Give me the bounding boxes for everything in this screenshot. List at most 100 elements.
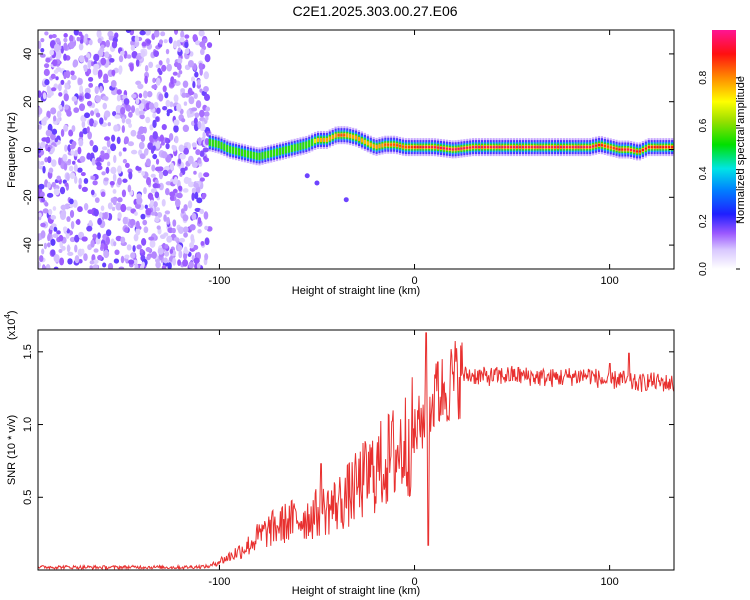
noise-speckle [94, 174, 99, 180]
y-tick-label: 20 [22, 96, 34, 108]
noise-speckle [112, 173, 117, 182]
spectrogram-x-label: Height of straight line (km) [292, 285, 420, 297]
noise-speckle [162, 105, 168, 111]
ridge-segment [621, 148, 624, 151]
noise-speckle [199, 48, 205, 56]
noise-speckle [144, 204, 148, 209]
noise-speckle [61, 209, 67, 217]
x-tick-label: -100 [208, 275, 230, 287]
noise-speckle [203, 157, 210, 163]
ridge-segment [296, 143, 299, 151]
ridge-segment [275, 148, 279, 156]
noise-speckle [97, 69, 103, 78]
noise-speckle [201, 121, 205, 130]
colorbar: 0.0 0.2 0.4 0.6 0.8 Normalized spectral ampl… [698, 30, 747, 276]
y-tick-label: 1.5 [22, 344, 34, 359]
noise-speckle [125, 30, 132, 34]
noise-speckle [77, 167, 83, 173]
noise-speckle [153, 101, 159, 109]
noise-speckle [150, 173, 156, 178]
y-tick-label: 0 [22, 146, 34, 152]
noise-speckle [77, 146, 82, 155]
noise-speckle [134, 263, 139, 269]
noise-speckle [109, 180, 115, 186]
noise-speckle [68, 165, 74, 172]
noise-speckle [38, 40, 42, 50]
noise-speckle [48, 34, 53, 39]
noise-speckle [96, 165, 103, 171]
noise-speckle [71, 125, 76, 133]
noise-speckle [176, 103, 182, 112]
ridge-segment [466, 146, 469, 149]
noise-speckle [187, 59, 195, 68]
noise-speckle [74, 175, 78, 184]
noise-speckle [112, 110, 117, 117]
noise-speckle [140, 134, 146, 142]
noise-speckle [40, 222, 46, 228]
ridge-segment [659, 146, 662, 149]
noise-speckle [166, 216, 170, 225]
ridge-segment [592, 145, 595, 148]
noise-speckle [100, 57, 107, 66]
noise-speckle [38, 233, 41, 242]
noise-speckle [173, 40, 178, 49]
noise-speckle [94, 85, 99, 95]
noise-speckle [70, 70, 75, 76]
noise-speckle [91, 157, 96, 166]
noise-speckle [176, 192, 183, 199]
noise-speckle [169, 195, 175, 202]
noise-speckle [63, 42, 68, 51]
noise-speckle [83, 35, 87, 44]
ridge-segment [357, 136, 361, 141]
ridge-segment [401, 145, 405, 148]
noise-speckle [43, 68, 50, 77]
colorbar-gradient [712, 30, 736, 269]
ridge-segment [267, 150, 270, 158]
ridge-segment [305, 141, 308, 149]
ridge-segment [553, 146, 557, 149]
y-tick-label: -20 [22, 189, 34, 205]
noise-speckle [124, 254, 130, 259]
noise-speckle [184, 41, 189, 49]
noise-speckle [188, 96, 195, 105]
noise-speckle [63, 53, 67, 61]
noise-speckle [66, 110, 72, 117]
noise-speckle [94, 197, 100, 203]
ridge-segment [302, 142, 305, 150]
noise-speckle [38, 90, 42, 98]
noise-speckle [70, 74, 77, 81]
ridge-segment [586, 146, 589, 149]
noise-speckle [169, 101, 174, 108]
spectrogram-y-label: Frequency (Hz) [6, 112, 18, 188]
noise-speckle [152, 182, 159, 189]
noise-speckle [179, 37, 185, 43]
noise-speckle [148, 102, 155, 110]
noise-speckle [47, 146, 51, 152]
spectrogram-stray-points [304, 173, 349, 203]
ridge-segment [252, 151, 255, 159]
noise-speckle [121, 116, 126, 124]
ridge-segment [577, 146, 580, 149]
snr-plot-area [38, 330, 674, 570]
noise-speckle [51, 159, 57, 167]
noise-speckle [46, 181, 51, 189]
noise-speckle [114, 114, 121, 119]
ridge-segment [273, 149, 276, 157]
ridge-segment [580, 146, 583, 149]
noise-speckle [141, 261, 145, 268]
noise-speckle [188, 90, 195, 96]
noise-speckle [56, 230, 61, 235]
noise-speckle [147, 142, 154, 150]
noise-speckle [183, 232, 188, 238]
noise-speckle [139, 248, 144, 254]
noise-speckle [150, 199, 154, 206]
noise-speckle [165, 187, 170, 196]
noise-speckle [50, 238, 56, 246]
ridge-segment [328, 136, 331, 141]
spectrogram-noise-layer [38, 30, 213, 269]
noise-speckle [127, 184, 132, 193]
noise-speckle [102, 102, 108, 110]
noise-speckle [163, 214, 167, 222]
noise-speckle [182, 214, 189, 222]
